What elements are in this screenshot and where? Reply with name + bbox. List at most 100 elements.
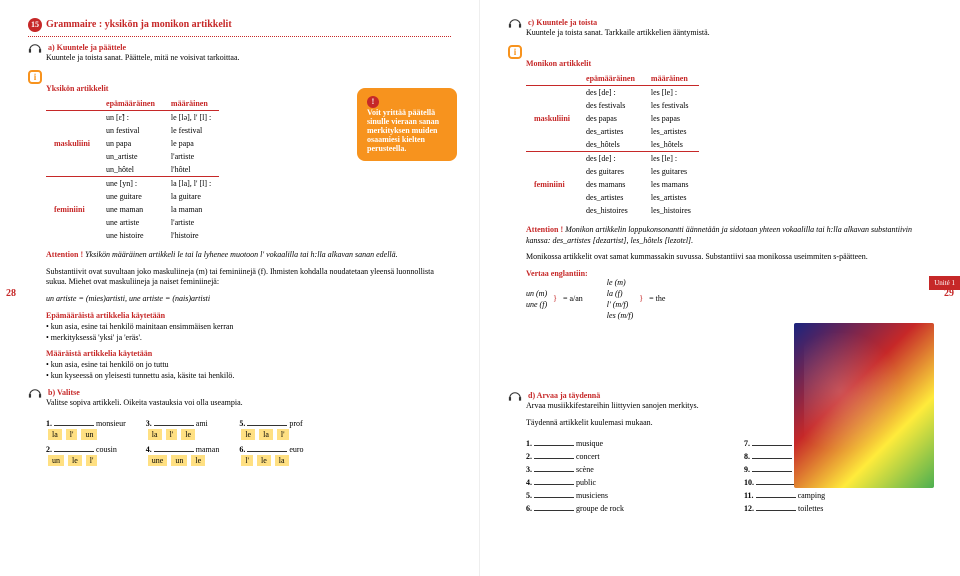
blank[interactable] [752,451,792,459]
word: public [576,478,596,487]
blank[interactable] [756,490,796,498]
cell: les_artistes [643,125,699,138]
cell: un_artiste [98,150,163,163]
heading: Epämääräistä artikkelia käytetään [46,311,451,322]
blank[interactable] [534,477,574,485]
cell: une guitare [98,190,163,203]
opt[interactable]: l' [277,429,289,440]
blank[interactable] [756,477,796,485]
cell: des mamans [578,178,643,191]
n: 1. [46,419,52,428]
bullet: • kun kyseessä on yleisesti tunnettu asi… [46,371,451,382]
callout-text: Voit yrittää päätellä sinulle vieraan sa… [367,108,447,153]
cell: les festivals [643,99,699,112]
col-def: määräinen [163,97,219,111]
cell: un papa [98,137,163,150]
blank[interactable] [154,444,194,452]
opt[interactable]: un [81,429,97,440]
attention-label: Attention ! [526,225,563,234]
blank[interactable] [54,418,94,426]
left-page: 28 15Grammaire : yksikön ja monikon arti… [0,0,480,576]
headphone-icon [508,391,522,401]
blank[interactable] [247,444,287,452]
opt[interactable]: l' [86,455,98,466]
exercise-b-label: b) Valitse [48,388,80,397]
ex-item: 6. eurol'lela [239,444,303,467]
word: maman [196,445,220,454]
opt[interactable]: le [257,455,271,466]
opt[interactable]: la [148,429,162,440]
cell: les mamans [643,178,699,191]
word: concert [576,452,600,461]
compare-header: Vertaa englantiin: [526,269,932,278]
ex-item: 5. proflelal' [239,418,303,441]
opt[interactable]: le [191,455,205,466]
brace-icon: } [639,294,643,305]
section-number-badge: 15 [28,18,42,32]
exclaim-icon: ! [367,96,379,108]
blank[interactable] [752,438,792,446]
n: 2. [46,445,52,454]
opt[interactable]: le [68,455,82,466]
ex-item: 4. public [526,477,714,487]
opt[interactable]: une [148,455,168,466]
cell: les [le] : [643,85,699,99]
opt[interactable]: le [181,429,195,440]
blank[interactable] [54,444,94,452]
cell: un_hôtel [98,163,163,177]
opt[interactable]: la [48,429,62,440]
ex-item: 2. concert [526,451,714,461]
callout-tip: ! Voit yrittää päätellä sinulle vieraan … [357,88,457,161]
heading: Määräistä artikkelia käytetään [46,349,451,360]
n: 11. [744,491,754,500]
compare-block: un (m)une (f) } = a/an le (m)la (f)l' (m… [526,278,932,321]
bullet: • kun asia, esine tai henkilö mainitaan … [46,322,451,333]
opt[interactable]: l' [166,429,178,440]
blank[interactable] [534,451,574,459]
word: ami [196,419,208,428]
blank[interactable] [534,464,574,472]
opt[interactable]: l' [241,455,253,466]
n: 5. [526,491,532,500]
blank[interactable] [534,503,574,511]
opt[interactable]: la [259,429,273,440]
opt[interactable]: un [48,455,64,466]
cmp: une (f) [526,300,547,311]
blank[interactable] [247,418,287,426]
bullet: • merkityksessä 'yksi' ja 'eräs'. [46,333,451,344]
exercise-b: b) Valitse Valitse sopiva artikkeli. Oik… [28,388,451,470]
n: 6. [526,504,532,513]
singular-table: epämääräinenmääräinen maskuliini un [ɛ̃]… [46,97,219,242]
blank[interactable] [534,438,574,446]
cell: une artiste [98,216,163,229]
def-usage: Määräistä artikkelia käytetään • kun asi… [46,349,451,381]
exercise-a: a) Kuuntele ja päättele Kuuntele ja tois… [28,43,451,64]
word: prof [289,419,302,428]
attention-text: Monikon artikkelin loppukonsonantti äänn… [526,225,912,245]
row-fem: feminiini [46,176,98,242]
cell: les guitares [643,165,699,178]
opt[interactable]: un [171,455,187,466]
ex-item: 3. ami la l'le [146,418,220,441]
opt[interactable]: la [275,455,289,466]
blank[interactable] [534,490,574,498]
n: 4. [526,478,532,487]
cell: un festival [98,124,163,137]
n: 3. [146,419,152,428]
row-masc: maskuliini [526,85,578,151]
plural-header: Monikon artikkelit [526,59,932,68]
blank[interactable] [756,503,796,511]
blank[interactable] [752,464,792,472]
opt[interactable]: l' [66,429,78,440]
row-fem: feminiini [526,151,578,217]
unit-tab: Unité 1 [929,276,960,290]
n: 6. [239,445,245,454]
blank[interactable] [154,418,194,426]
col-indef: epämääräinen [578,72,643,86]
brace-icon: } [553,294,557,305]
opt[interactable]: le [241,429,255,440]
ex-item: 1. monsieurlal'un [46,418,126,441]
headphone-icon [28,388,42,398]
n: 10. [744,478,754,487]
cmp: la (f) [607,289,633,300]
